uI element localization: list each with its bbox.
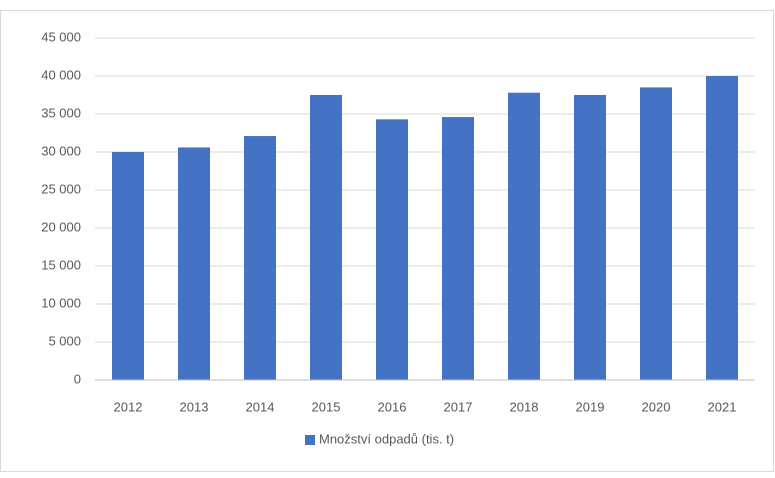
y-tick-label: 10 000 [41,295,81,310]
bar [574,95,606,380]
bar [442,117,474,380]
bar [178,147,210,380]
legend-label: Množství odpadů (tis. t) [319,431,454,446]
y-tick-label: 25 000 [41,181,81,196]
bar [376,119,408,380]
x-tick-label: 2012 [114,399,143,414]
x-tick-label: 2015 [312,399,341,414]
bar [244,136,276,380]
x-tick-label: 2017 [444,399,473,414]
y-tick-label: 0 [74,371,81,386]
y-tick-label: 15 000 [41,257,81,272]
bar [112,152,144,380]
bar [508,92,540,380]
x-tick-label: 2016 [378,399,407,414]
y-tick-label: 30 000 [41,143,81,158]
x-tick-label: 2013 [180,399,209,414]
y-tick-label: 35 000 [41,105,81,120]
x-tick-label: 2014 [246,399,275,414]
bar [310,95,342,380]
x-tick-label: 2021 [708,399,737,414]
y-tick-label: 40 000 [41,67,81,82]
y-tick-label: 20 000 [41,219,81,234]
x-tick-label: 2019 [576,399,605,414]
legend-swatch [305,435,315,445]
x-tick-label: 2020 [642,399,671,414]
y-tick-label: 45 000 [41,29,81,44]
bar [640,87,672,381]
x-tick-label: 2018 [510,399,539,414]
y-tick-label: 5 000 [48,333,81,348]
bar [706,76,738,380]
